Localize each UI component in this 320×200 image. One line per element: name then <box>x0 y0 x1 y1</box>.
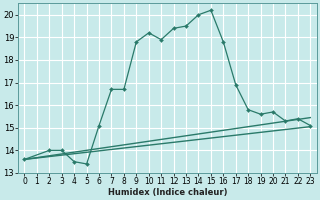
X-axis label: Humidex (Indice chaleur): Humidex (Indice chaleur) <box>108 188 227 197</box>
